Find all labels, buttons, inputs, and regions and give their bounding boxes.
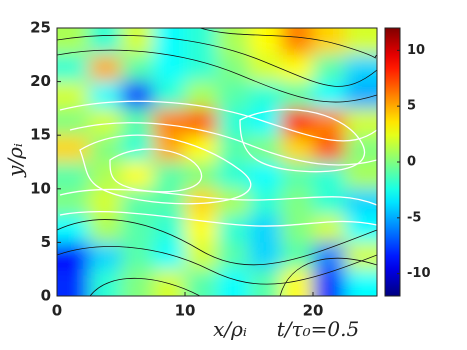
heat-cell bbox=[121, 242, 153, 270]
heat-cell bbox=[121, 54, 153, 82]
heat-cell bbox=[217, 135, 249, 162]
heat-cell bbox=[121, 108, 153, 136]
heat-cell bbox=[313, 188, 345, 216]
y-tick-label: 10 bbox=[30, 179, 51, 197]
heat-cell bbox=[313, 242, 345, 270]
heat-cell bbox=[153, 108, 185, 136]
heat-cell bbox=[57, 215, 89, 243]
y-tick-label: 20 bbox=[30, 72, 51, 90]
heat-cell bbox=[217, 269, 249, 296]
heat-cell bbox=[121, 215, 153, 243]
heat-cell bbox=[153, 135, 185, 162]
x-tick-label: 20 bbox=[303, 302, 324, 320]
heat-cell bbox=[153, 215, 185, 243]
heat-cell bbox=[345, 269, 377, 296]
heat-cell bbox=[153, 162, 185, 189]
heat-cell bbox=[281, 108, 313, 136]
x-tick-label: 0 bbox=[52, 302, 62, 320]
heat-cell bbox=[89, 162, 121, 189]
heat-cell bbox=[345, 215, 377, 243]
heat-cell bbox=[281, 188, 313, 216]
y-tick-label: 15 bbox=[30, 126, 51, 144]
heat-cell bbox=[313, 162, 345, 189]
heat-cell bbox=[57, 269, 89, 296]
heat-cell bbox=[57, 108, 89, 136]
heat-cell bbox=[281, 242, 313, 270]
heat-cell bbox=[345, 81, 377, 109]
heat-cell bbox=[185, 108, 217, 136]
heat-cell bbox=[89, 28, 121, 55]
heat-cell bbox=[121, 269, 153, 296]
heat-cell bbox=[89, 54, 121, 82]
heat-cell bbox=[57, 242, 89, 270]
colorbar-tick-label: -5 bbox=[407, 210, 421, 225]
heat-cell bbox=[249, 215, 281, 243]
heat-cell bbox=[57, 81, 89, 109]
heat-cell bbox=[89, 269, 121, 296]
y-tick-label: 0 bbox=[41, 287, 51, 305]
heat-cell bbox=[121, 28, 153, 55]
heat-cell bbox=[121, 188, 153, 216]
y-tick-label: 5 bbox=[41, 233, 51, 251]
heat-cell bbox=[281, 162, 313, 189]
heat-cell bbox=[345, 162, 377, 189]
annotation: t/τ₀=0.5 bbox=[277, 317, 359, 341]
heat-cell bbox=[217, 215, 249, 243]
heat-cell bbox=[57, 162, 89, 189]
heat-cell bbox=[345, 135, 377, 162]
y-axis-label: y/ρᵢ bbox=[3, 143, 27, 178]
heat-cell bbox=[313, 54, 345, 82]
heat-cell bbox=[345, 108, 377, 136]
plot-frame bbox=[56, 27, 378, 297]
heat-cell bbox=[249, 188, 281, 216]
x-tick-label: 10 bbox=[175, 302, 196, 320]
heat-cell bbox=[313, 215, 345, 243]
y-tick-label: 25 bbox=[30, 19, 51, 37]
heat-cell bbox=[121, 81, 153, 109]
heat-cell bbox=[281, 215, 313, 243]
heat-cell bbox=[217, 81, 249, 109]
heat-cell bbox=[57, 188, 89, 216]
heat-cell bbox=[281, 81, 313, 109]
heat-cell bbox=[313, 28, 345, 55]
heat-cell bbox=[153, 54, 185, 82]
contours bbox=[57, 28, 377, 296]
heat-cell bbox=[345, 54, 377, 82]
heat-cell bbox=[57, 54, 89, 82]
heat-cell bbox=[249, 162, 281, 189]
heat-cell bbox=[217, 162, 249, 189]
heat-cell bbox=[57, 28, 89, 55]
heat-cell bbox=[313, 269, 345, 296]
heat-cell bbox=[249, 242, 281, 270]
heat-cell bbox=[217, 188, 249, 216]
heat-cell bbox=[185, 242, 217, 270]
heat-cell bbox=[281, 28, 313, 55]
x-axis-label: x/ρᵢ bbox=[213, 317, 247, 341]
heatmap bbox=[57, 28, 377, 296]
heat-cell bbox=[281, 135, 313, 162]
heat-cell bbox=[153, 28, 185, 55]
heat-cell bbox=[249, 28, 281, 55]
heat-cell bbox=[89, 108, 121, 136]
heat-cell bbox=[153, 269, 185, 296]
colorbar-tick-label: 10 bbox=[407, 43, 425, 58]
heat-cell bbox=[121, 162, 153, 189]
colorbar-tick-label: -10 bbox=[407, 266, 431, 281]
heat-cell bbox=[281, 54, 313, 82]
heat-cell bbox=[217, 242, 249, 270]
heat-cell bbox=[249, 54, 281, 82]
heat-cell bbox=[249, 81, 281, 109]
colorbar-tick-label: 0 bbox=[407, 155, 416, 170]
heat-cell bbox=[345, 28, 377, 55]
colorbar-tick-label: 5 bbox=[407, 99, 416, 114]
heat-cell bbox=[185, 28, 217, 55]
heat-cell bbox=[345, 188, 377, 216]
heat-cell bbox=[249, 269, 281, 296]
heat-cell bbox=[153, 242, 185, 270]
heat-cell bbox=[153, 81, 185, 109]
